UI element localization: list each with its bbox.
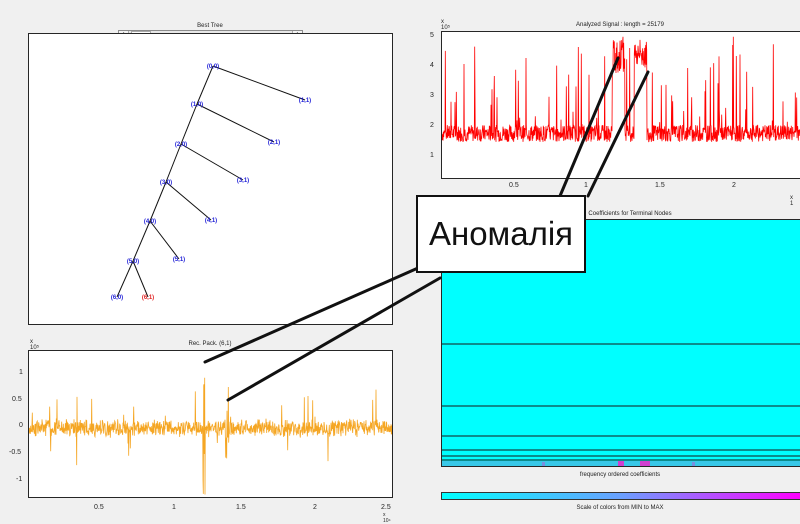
- tree-node-label[interactable]: (1,0): [191, 102, 203, 108]
- best-tree-title: Best Tree: [197, 23, 223, 29]
- signal-axes[interactable]: [441, 31, 800, 179]
- colorbar-title: Scale of colors from MIN to MAX: [576, 505, 664, 511]
- rec-pack-title: Rec. Pack. (6,1): [188, 341, 232, 347]
- tree-node-label[interactable]: (3,1): [237, 178, 249, 184]
- rec-pack-series-line: [28, 377, 393, 495]
- tree-node-label[interactable]: (4,0): [144, 219, 156, 225]
- tree-node-label[interactable]: (3,0): [160, 180, 172, 186]
- tree-node-label[interactable]: (5,0): [127, 259, 139, 265]
- tree-node-label[interactable]: (0,0): [207, 64, 219, 70]
- recpack-xtick: 2.5: [381, 504, 391, 511]
- recpack-xtick: 2: [313, 504, 317, 511]
- recpack-ytick: 1: [19, 369, 23, 376]
- signal-xtick: 2: [732, 182, 736, 189]
- colorbar: [441, 492, 800, 500]
- signal-ytick: 2: [430, 122, 434, 129]
- recpack-ytick: -1: [16, 476, 23, 483]
- signal-ytick: 1: [430, 152, 434, 159]
- coefficients-title: Coefficients for Terminal Nodes: [588, 211, 672, 217]
- signal-plot: [441, 36, 800, 143]
- recpack-ytick: 0: [19, 422, 23, 429]
- signal-xtick: 0.5: [509, 182, 519, 189]
- signal-ytick: 5: [430, 32, 434, 39]
- coefficients-xlabel: frequency ordered coefficients: [579, 472, 661, 478]
- recpack-xtick: 1.5: [236, 504, 246, 511]
- anomaly-callout: Аномалія: [416, 195, 586, 273]
- signal-series-line: [441, 36, 800, 143]
- tree-node-label[interactable]: (6,1): [142, 295, 154, 301]
- tree-plot: (0,0) (1,0) (1,1) (2,0) (2,1) (3,0) (3,1) (4,0)…: [111, 64, 311, 301]
- tree-node-label[interactable]: (4,1): [205, 218, 217, 224]
- recpack-x-exponent: x 10⁴: [383, 512, 391, 524]
- tree-node-label[interactable]: (1,1): [299, 98, 311, 104]
- recpack-ytick: 0.5: [12, 396, 22, 403]
- tree-axes[interactable]: (0,0) (1,0) (1,1) (2,0) (2,1) (3,0) (3,1) (4,0)…: [28, 33, 393, 325]
- recpack-xtick: 1: [172, 504, 176, 511]
- coefficients-plot: [442, 343, 800, 466]
- recpack-y-exponent: x 10⁵: [30, 339, 40, 351]
- rec-pack-axes[interactable]: [28, 350, 393, 498]
- analyzed-signal-title: Analyzed Signal : length = 25179: [576, 22, 664, 28]
- signal-ytick: 4: [430, 62, 434, 69]
- rec-pack-plot: [28, 377, 393, 495]
- tree-node-label[interactable]: (2,0): [175, 142, 187, 148]
- signal-xtick: 1: [584, 182, 588, 189]
- recpack-ytick: -0.5: [9, 449, 22, 456]
- tree-node-label[interactable]: (5,1): [173, 257, 185, 263]
- tree-node-label[interactable]: (6,0): [111, 295, 123, 301]
- signal-ytick: 3: [430, 92, 434, 99]
- signal-xtick: 1.5: [655, 182, 665, 189]
- signal-y-exponent: x 10⁵: [441, 19, 451, 31]
- tree-node-label[interactable]: (2,1): [268, 140, 280, 146]
- signal-x-exponent: x 1: [790, 195, 794, 207]
- recpack-xtick: 0.5: [94, 504, 104, 511]
